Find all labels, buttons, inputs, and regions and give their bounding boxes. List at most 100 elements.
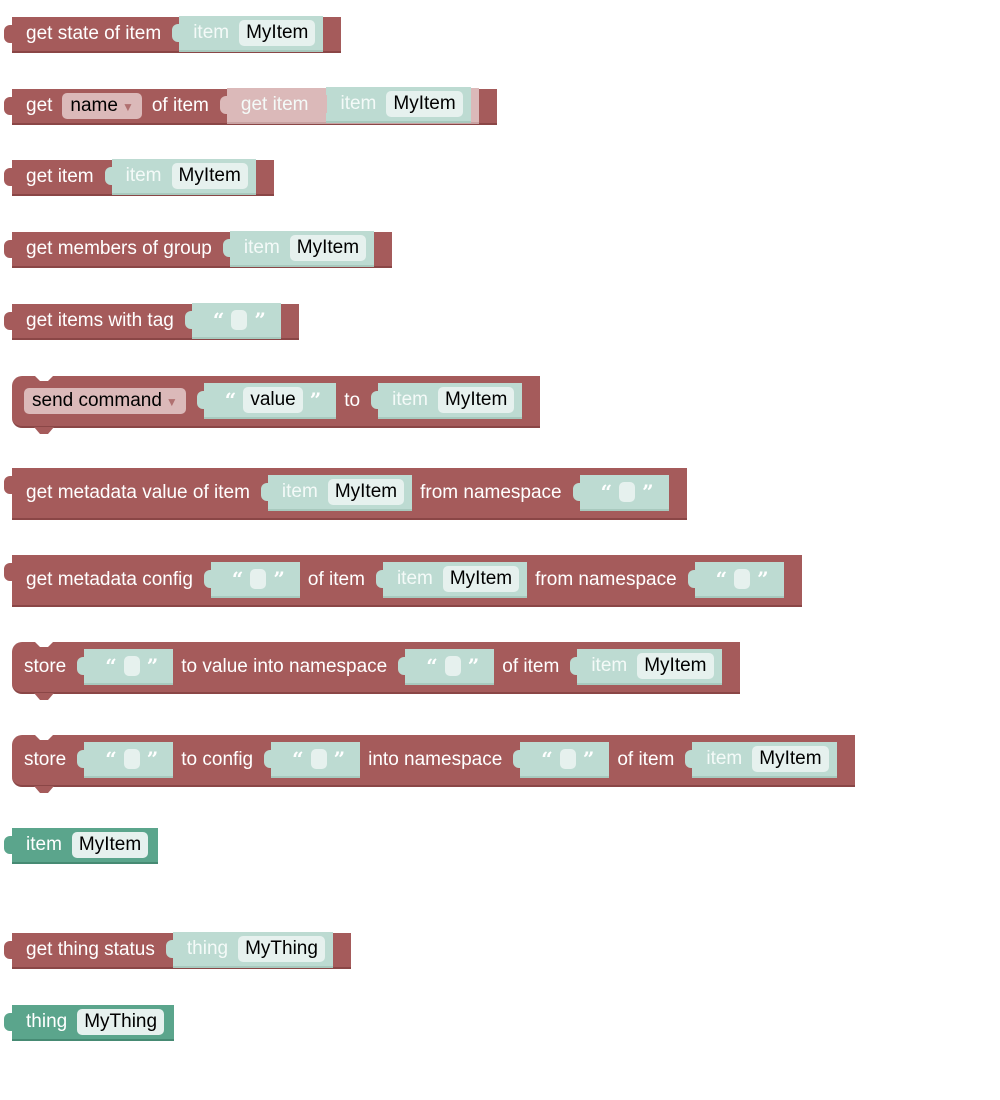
input-connector (104, 167, 113, 185)
text-field[interactable]: MyItem (239, 20, 316, 46)
block-label: from namespace (535, 569, 677, 590)
next-connector (34, 786, 54, 793)
value-block[interactable]: thing MyThing (4, 1005, 175, 1041)
text-field[interactable]: MyItem (752, 746, 829, 772)
output-connector (4, 563, 14, 581)
block-label: get (26, 95, 53, 116)
value-block[interactable]: item MyItem (375, 562, 528, 598)
text-field[interactable] (231, 310, 248, 330)
text-field[interactable]: MyThing (77, 1009, 165, 1035)
dropdown-field[interactable]: send command ▼ (24, 388, 186, 414)
value-block[interactable]: item MyItem (172, 16, 324, 52)
value-block[interactable]: item MyItem (570, 649, 722, 685)
value-block[interactable]: get items with tag “” (4, 303, 299, 340)
input-connector (513, 750, 522, 768)
value-block[interactable]: get metadata config “” of item item MyItem fr… (4, 555, 802, 607)
value-block[interactable]: get members of group item MyItem (4, 231, 393, 268)
value-block[interactable]: item MyItem (222, 231, 375, 267)
text-block[interactable]: “” (687, 562, 784, 598)
statement-block[interactable]: store “” to value into namespace “” of item i… (12, 641, 740, 700)
value-block[interactable]: get state of item item MyItem (4, 16, 342, 53)
text-block[interactable]: “” (184, 303, 281, 339)
text-field[interactable]: MyItem (442, 566, 520, 592)
text-field[interactable] (734, 569, 751, 589)
block-label: get metadata config (26, 569, 193, 590)
close-quote-icon: ” (642, 480, 654, 504)
value-block[interactable]: get metadata value of item item MyItem from… (4, 468, 687, 520)
block-label: item (281, 481, 318, 502)
block-label: item (392, 389, 429, 410)
input-connector (77, 657, 86, 675)
text-block[interactable]: “” (264, 742, 361, 778)
input-connector (172, 24, 181, 42)
text-field[interactable]: MyItem (438, 387, 515, 413)
output-connector (4, 476, 14, 494)
text-field[interactable]: MyItem (327, 479, 405, 505)
dropdown-label: send command (32, 390, 162, 411)
text-field[interactable] (123, 656, 140, 676)
text-field[interactable]: MyItem (171, 163, 248, 189)
dropdown-field[interactable]: name ▼ (62, 93, 142, 119)
value-block[interactable]: thing MyThing (165, 932, 333, 968)
block-label: to (344, 390, 361, 411)
text-field[interactable] (250, 569, 267, 589)
value-block[interactable]: get thing status thing MyThing (4, 932, 351, 969)
block-label: of item (617, 749, 675, 770)
text-field[interactable]: MyItem (289, 235, 367, 261)
block-label: thing (26, 1011, 68, 1032)
statement-block[interactable]: store “” to config “” into namespace “” of ite… (12, 734, 855, 793)
open-quote-icon: “ (600, 480, 613, 504)
text-block[interactable]: “” (398, 649, 495, 685)
text-field[interactable]: value (243, 387, 303, 413)
input-connector (687, 570, 696, 588)
text-block[interactable]: “” (77, 742, 174, 778)
text-block[interactable]: “value” (196, 383, 337, 419)
previous-connector (34, 641, 54, 647)
input-connector (375, 570, 384, 588)
input-connector (196, 391, 205, 409)
input-connector (398, 657, 407, 675)
value-block[interactable]: get item item MyItem (4, 159, 274, 196)
value-block[interactable]: item MyItem (260, 475, 413, 511)
value-block[interactable]: item MyItem (371, 383, 523, 419)
value-block[interactable]: get name ▼ of item get item item MyItem (4, 87, 497, 125)
text-field[interactable]: MyItem (386, 91, 463, 117)
open-quote-icon: “ (715, 567, 728, 591)
text-field[interactable] (559, 749, 576, 769)
block-label: item (193, 22, 230, 43)
close-quote-icon: ” (146, 747, 159, 771)
previous-connector (34, 734, 54, 740)
block-label: of item (307, 569, 365, 590)
input-connector (203, 570, 212, 588)
input-connector (219, 96, 228, 114)
block-label: to value into namespace (181, 656, 388, 677)
chevron-down-icon: ▼ (121, 100, 134, 114)
output-connector (4, 836, 14, 854)
value-block[interactable]: item MyItem (319, 87, 471, 123)
value-block[interactable]: item MyItem (104, 159, 256, 195)
text-field[interactable] (619, 482, 636, 502)
text-block[interactable]: “” (572, 475, 669, 511)
value-block[interactable]: item MyItem (685, 742, 837, 778)
statement-block[interactable]: send command ▼ “value” to item MyItem (12, 375, 541, 434)
text-block[interactable]: “” (513, 742, 610, 778)
input-connector (260, 483, 269, 501)
open-quote-icon: “ (212, 308, 225, 332)
text-field[interactable]: MyThing (238, 936, 325, 962)
input-connector (264, 750, 273, 768)
input-connector (371, 391, 380, 409)
block-label: get thing status (26, 939, 155, 960)
output-connector (4, 97, 14, 115)
text-block[interactable]: “” (77, 649, 174, 685)
value-block[interactable]: get item item MyItem (219, 87, 479, 124)
open-quote-icon: “ (292, 747, 304, 771)
value-block[interactable]: item MyItem (4, 828, 159, 864)
text-field[interactable] (310, 749, 327, 769)
output-connector (4, 312, 14, 330)
block-label: get members of group (26, 238, 212, 259)
text-field[interactable] (123, 749, 140, 769)
text-block[interactable]: “” (203, 562, 300, 598)
text-field[interactable]: MyItem (71, 832, 149, 858)
text-field[interactable] (444, 656, 461, 676)
text-field[interactable]: MyItem (637, 653, 714, 679)
